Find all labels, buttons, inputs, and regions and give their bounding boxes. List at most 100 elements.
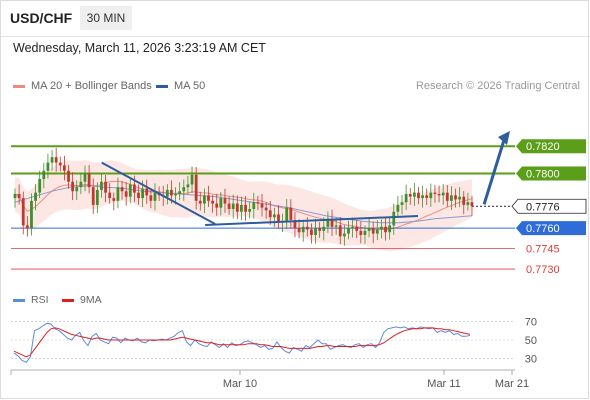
x-tick-label: Mar 11 xyxy=(427,378,460,390)
rsi-series-9ma xyxy=(13,327,471,358)
candle xyxy=(252,202,256,210)
forecast-arrow-shaft xyxy=(482,139,506,205)
candle xyxy=(215,203,219,208)
candle xyxy=(174,194,177,196)
candle xyxy=(194,174,198,201)
candle xyxy=(470,202,474,207)
candle xyxy=(34,192,37,201)
candle xyxy=(165,189,169,197)
candle xyxy=(186,184,190,188)
candle xyxy=(21,198,25,226)
candle xyxy=(264,207,268,211)
candle xyxy=(42,170,46,179)
candle xyxy=(396,204,400,212)
candle xyxy=(388,225,392,233)
candle xyxy=(322,226,326,231)
ma50-swatch-icon xyxy=(156,84,168,88)
candle xyxy=(79,181,83,188)
candle xyxy=(338,225,342,237)
candle xyxy=(445,192,449,201)
candle xyxy=(326,218,330,227)
candle xyxy=(272,214,276,218)
datetime-label: Wednesday, March 11, 2026 3:23:19 AM CET xyxy=(13,41,266,55)
candle xyxy=(207,195,210,201)
candle xyxy=(227,203,231,210)
candle xyxy=(256,202,260,204)
candle xyxy=(128,184,132,197)
candle xyxy=(429,192,433,199)
forecast-arrow-icon xyxy=(498,131,510,145)
candle xyxy=(198,200,202,204)
candle xyxy=(100,181,103,190)
level-label-0.7800: 0.7800 xyxy=(516,166,586,181)
last-price-label: 0.7776 xyxy=(511,198,587,214)
candle xyxy=(63,165,66,171)
candle xyxy=(425,195,429,199)
candle xyxy=(153,192,157,201)
candle xyxy=(450,195,453,201)
candle xyxy=(235,203,239,212)
candle xyxy=(50,157,54,163)
candle xyxy=(417,192,420,199)
candle xyxy=(314,228,317,235)
candle xyxy=(380,226,383,230)
candle xyxy=(211,200,215,204)
candle xyxy=(87,173,91,188)
candle xyxy=(408,194,412,197)
candle xyxy=(412,192,416,197)
candle xyxy=(95,189,99,205)
candle xyxy=(437,194,441,196)
candle xyxy=(108,192,112,199)
candle xyxy=(454,195,457,200)
candle xyxy=(170,189,173,196)
candle xyxy=(260,203,264,208)
candle xyxy=(145,188,149,196)
timeframe-button[interactable]: 30 MIN xyxy=(80,6,132,30)
candle xyxy=(17,194,21,199)
candle xyxy=(54,157,58,163)
trendline xyxy=(101,161,216,225)
rsi-series-rsi xyxy=(13,322,471,364)
header-divider xyxy=(0,36,590,37)
candle xyxy=(83,173,87,182)
candle xyxy=(219,198,223,208)
candle xyxy=(13,194,17,199)
candle xyxy=(375,229,379,234)
candle xyxy=(293,219,297,229)
candle xyxy=(363,230,367,235)
rsi-tick-label: 70 xyxy=(525,316,537,328)
rsi-swatch-icon xyxy=(13,298,25,302)
candle xyxy=(268,210,272,218)
legend-ma50: MA 50 xyxy=(156,80,205,92)
candle xyxy=(38,178,42,193)
candle xyxy=(71,181,75,192)
candle xyxy=(112,198,116,201)
candle xyxy=(458,196,462,200)
candle xyxy=(75,187,79,192)
candle xyxy=(359,230,363,235)
top-bar: USD/CHF 30 MIN xyxy=(0,0,590,36)
support-label-0.7730: 0.7730 xyxy=(526,264,560,276)
candle xyxy=(367,228,371,231)
candle xyxy=(351,226,355,229)
candle xyxy=(347,228,350,234)
candle xyxy=(91,187,95,205)
candle xyxy=(384,226,387,233)
rsi-tick-label: 50 xyxy=(525,335,537,347)
x-tick-label: Mar 21 xyxy=(495,378,529,390)
legend-rsi-label: RSI xyxy=(31,294,49,306)
level-label-0.7820: 0.7820 xyxy=(516,139,586,154)
candle xyxy=(371,228,375,234)
legend-9ma: 9MA xyxy=(62,294,102,306)
candle xyxy=(46,162,50,171)
candle xyxy=(462,196,466,205)
candle xyxy=(67,170,70,182)
candle xyxy=(124,191,128,197)
candle xyxy=(244,204,247,212)
candle xyxy=(318,228,322,231)
candle xyxy=(248,209,252,212)
candle xyxy=(178,191,182,194)
legend-9ma-label: 9MA xyxy=(80,294,102,306)
candle xyxy=(190,174,194,185)
